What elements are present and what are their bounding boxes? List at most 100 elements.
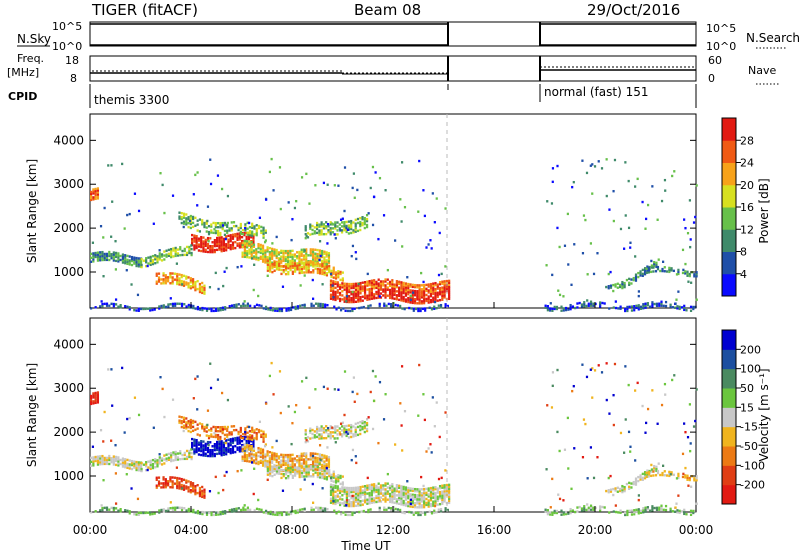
power-cell <box>321 253 324 257</box>
power-cell <box>328 270 331 274</box>
velocity-cell <box>243 447 246 451</box>
velocity-cell <box>323 456 326 459</box>
power-cell <box>255 254 258 257</box>
velocity-cell <box>609 488 613 491</box>
velocity-cell <box>198 494 202 498</box>
velocity-cell <box>257 462 260 466</box>
power-cell <box>413 294 417 297</box>
power-cell <box>169 302 172 306</box>
velocity-cell <box>229 449 232 453</box>
velocity-cell <box>243 435 246 439</box>
power-cell <box>570 283 573 287</box>
power-cell <box>427 291 430 294</box>
power-cell <box>329 229 332 232</box>
velocity-cell <box>192 421 195 425</box>
velocity-cell <box>185 479 188 482</box>
power-cell <box>307 271 310 274</box>
power-cell <box>182 225 185 229</box>
power-cell <box>630 278 633 281</box>
power-cell <box>164 305 168 309</box>
velocity-cell <box>437 508 440 511</box>
velocity-cell <box>252 442 255 445</box>
velocity-cell <box>589 508 593 511</box>
power-cell <box>354 222 357 225</box>
velocity-cell <box>221 510 225 513</box>
cpid-label: CPID <box>8 90 37 103</box>
power-cell <box>363 286 367 290</box>
power-cell <box>284 259 287 263</box>
velocity-cell <box>315 429 319 433</box>
power-cell <box>355 257 358 261</box>
velocity-cell <box>196 423 199 426</box>
velocity-cell <box>269 472 272 475</box>
velocity-cell <box>443 488 446 491</box>
velocity-cell <box>646 473 649 476</box>
power-cell <box>234 240 237 244</box>
velocity-cell <box>400 365 404 368</box>
power-cell <box>660 302 663 305</box>
velocity-cell <box>300 380 304 383</box>
power-cell <box>359 224 362 228</box>
velocity-cell <box>340 435 344 438</box>
power-cell <box>645 267 648 271</box>
velocity-cell <box>291 457 294 460</box>
velocity-cell <box>247 441 251 445</box>
power-cell <box>434 283 437 287</box>
power-cell <box>128 308 131 311</box>
velocity-cell <box>259 451 262 455</box>
velocity-cell <box>448 501 451 505</box>
power-cell <box>404 286 408 289</box>
power-cell <box>284 249 287 253</box>
power-cell <box>350 298 353 302</box>
power-cell <box>173 278 177 281</box>
power-cell <box>660 300 663 303</box>
velocity-cell <box>231 445 235 448</box>
power-cell <box>262 228 265 231</box>
power-cell <box>198 286 202 290</box>
power-cell <box>174 248 177 252</box>
power-cell <box>687 280 690 283</box>
velocity-cell <box>436 489 439 492</box>
velocity-cell <box>255 458 258 461</box>
velocity-cell <box>642 511 645 514</box>
velocity-cell <box>205 430 208 433</box>
velocity-cell <box>343 429 346 432</box>
power-cell <box>645 271 648 274</box>
velocity-cell <box>436 495 439 498</box>
power-cell <box>275 248 278 252</box>
velocity-cell <box>298 458 301 462</box>
velocity-cell <box>124 460 127 463</box>
power-cell <box>220 236 223 239</box>
power-cell <box>546 304 549 308</box>
power-cell <box>403 307 406 311</box>
velocity-cell <box>359 485 362 489</box>
velocity-cell <box>272 393 275 396</box>
power-cell <box>436 287 439 290</box>
velocity-cell <box>174 454 177 458</box>
velocity-cell <box>195 442 198 446</box>
velocity-cell <box>423 489 426 493</box>
power-cell <box>338 227 341 230</box>
velocity-cell <box>201 510 204 514</box>
power-cell <box>169 297 172 300</box>
velocity-cell <box>311 482 314 486</box>
power-cell <box>393 293 396 296</box>
power-cell <box>348 284 351 288</box>
velocity-cell <box>101 454 104 458</box>
velocity-cell <box>236 448 239 451</box>
velocity-cell <box>429 492 433 496</box>
power-cell <box>441 280 444 283</box>
power-cell <box>246 221 249 225</box>
power-cell <box>576 302 579 305</box>
power-cell <box>246 304 250 307</box>
velocity-cell <box>589 368 592 371</box>
power-cell <box>227 244 230 247</box>
power-cell <box>333 184 336 187</box>
velocity-cell <box>354 504 358 507</box>
power-cell <box>418 159 421 163</box>
power-cell <box>651 305 654 308</box>
power-cell <box>400 220 403 223</box>
velocity-cell <box>354 492 358 495</box>
velocity-cell <box>220 440 223 443</box>
velocity-cell <box>427 493 430 496</box>
